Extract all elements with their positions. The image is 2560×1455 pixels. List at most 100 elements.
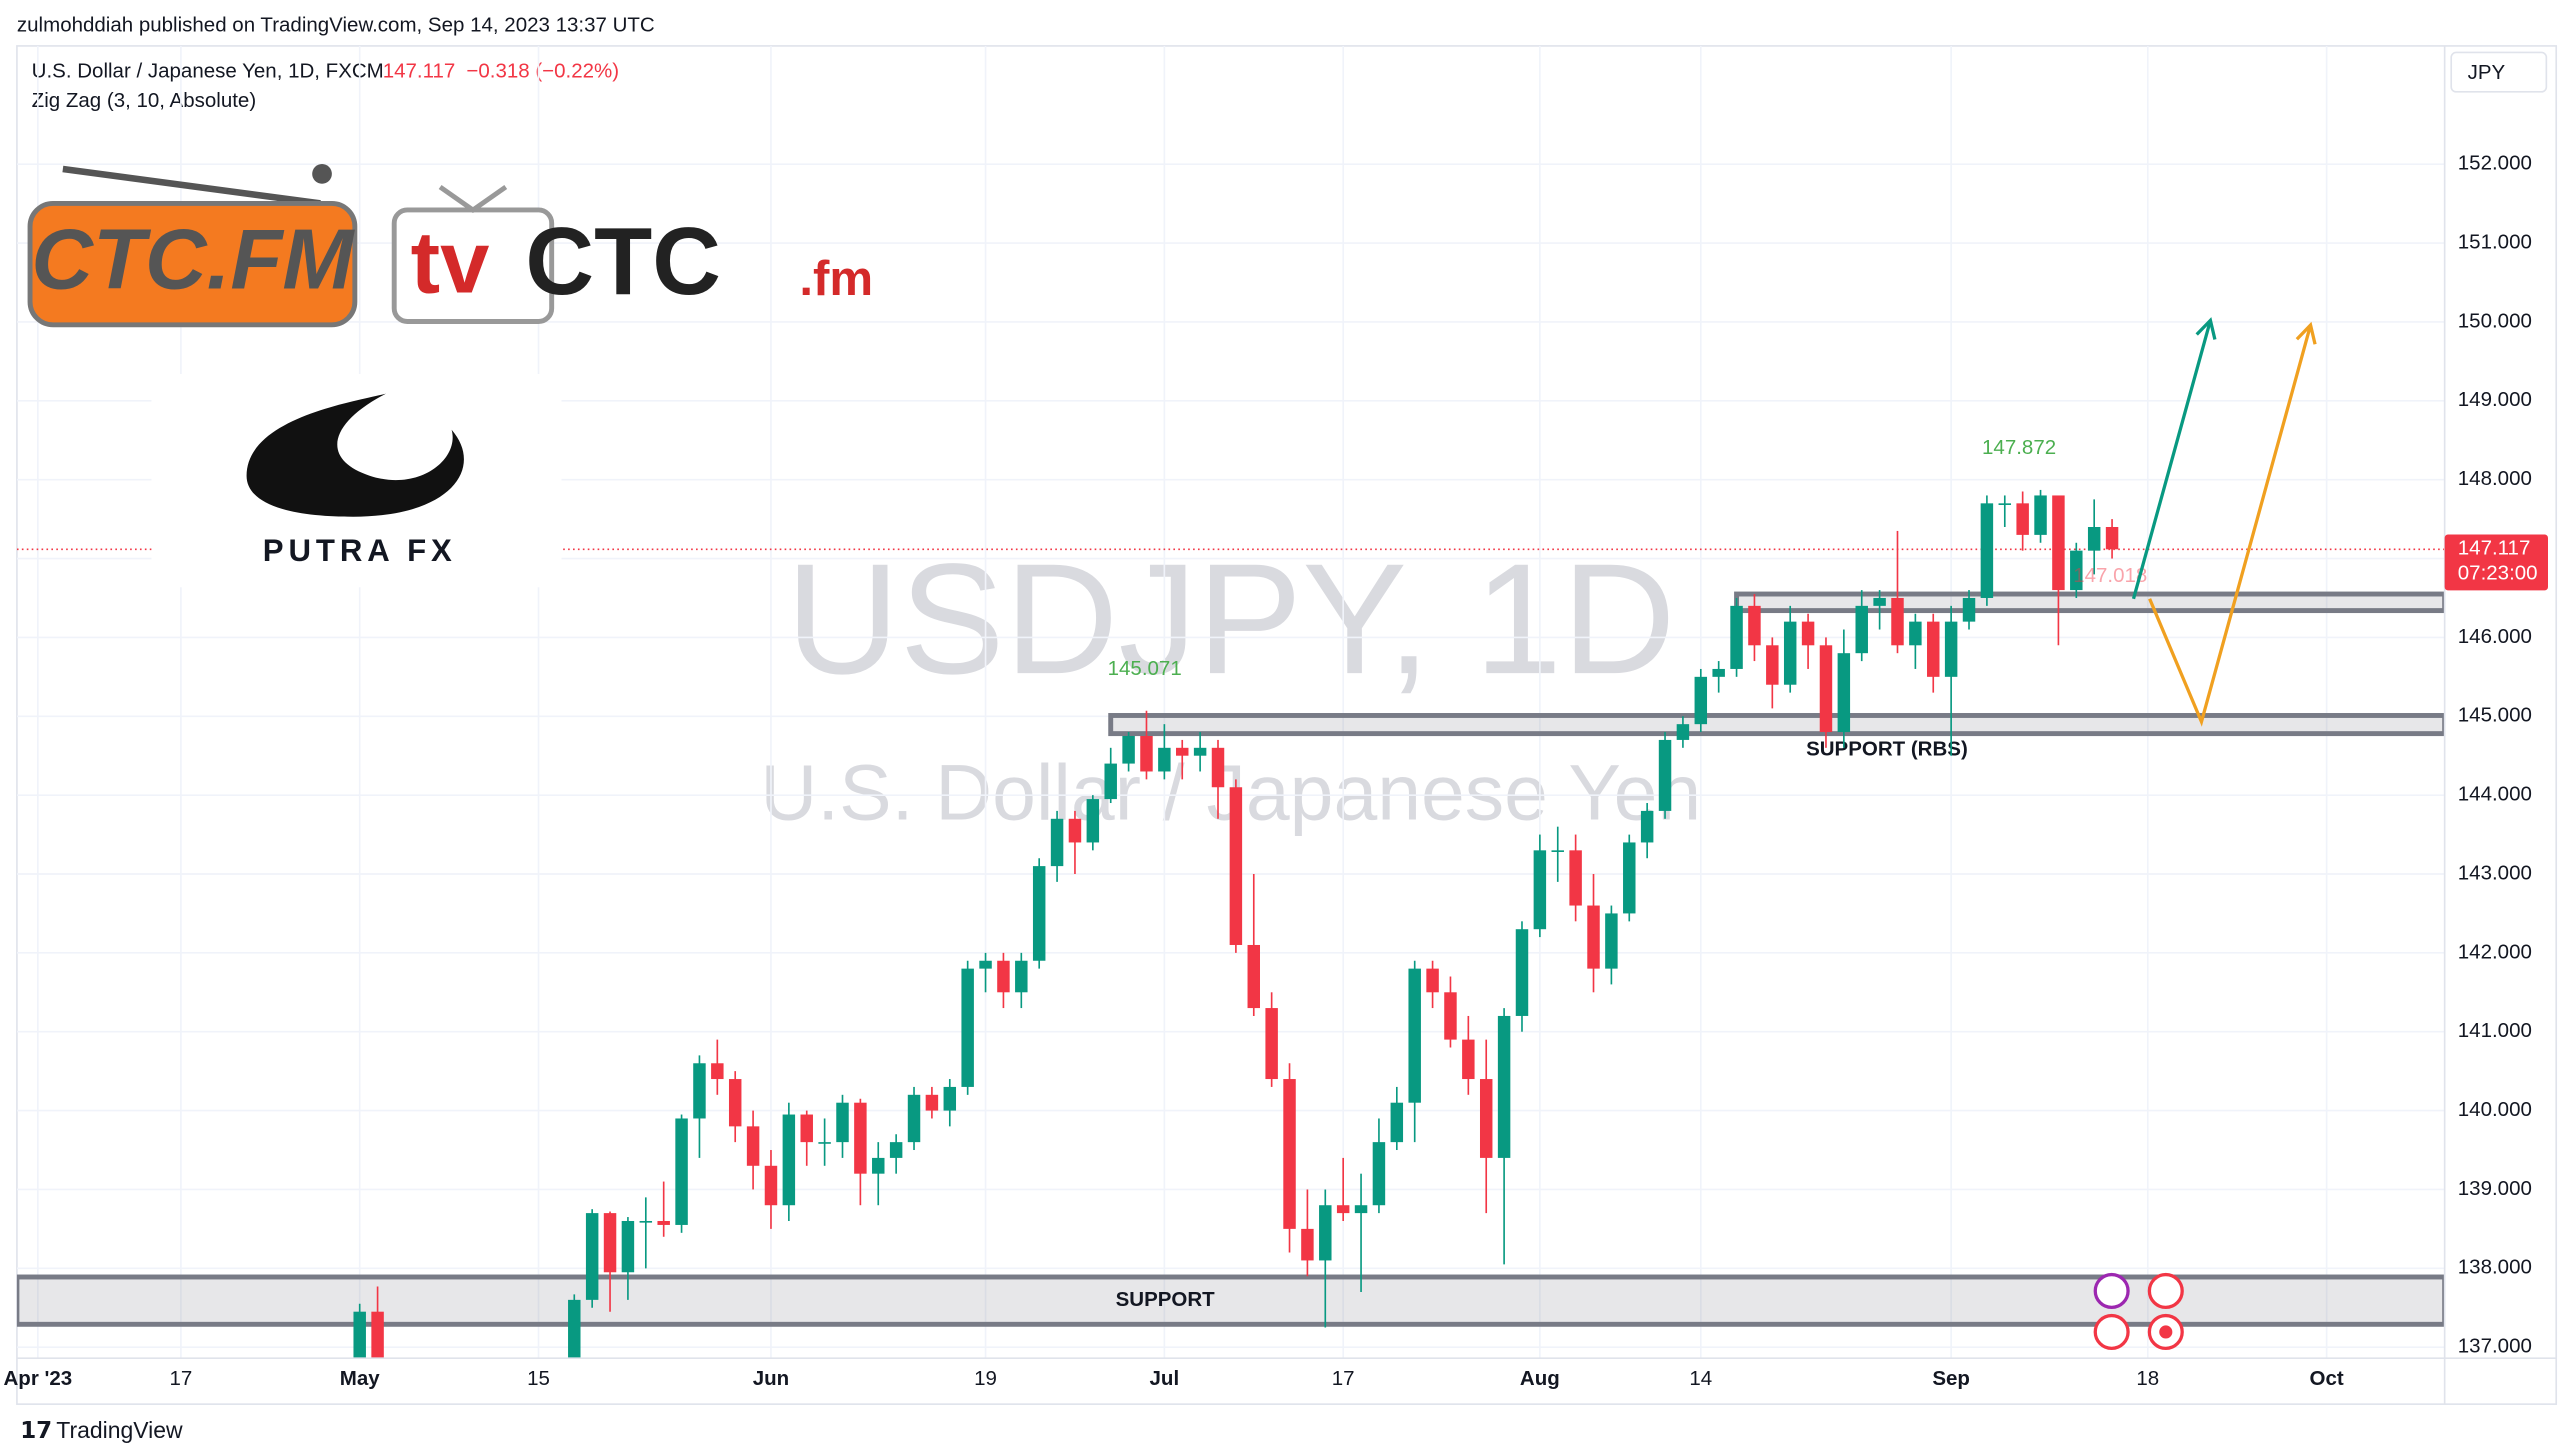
candle-body: [1658, 739, 1672, 811]
y-tick-label: 152.000: [2458, 152, 2532, 175]
candle-body: [854, 1102, 867, 1174]
y-tick-label: 143.000: [2458, 861, 2532, 884]
candle-body: [1068, 818, 1082, 843]
zigzag-label: 147.018: [2073, 564, 2147, 587]
candle-body: [1354, 1205, 1368, 1214]
arrow-head: [2195, 317, 2217, 340]
candle-body: [1909, 621, 1922, 646]
candle-body: [1301, 1228, 1314, 1261]
currency-button[interactable]: [2450, 51, 2548, 93]
candle-body: [1927, 621, 1940, 677]
candle-body: [1998, 503, 2012, 505]
footer: TradingView: [56, 1417, 183, 1443]
candle-body: [1605, 913, 1618, 969]
x-tick-label: Jun: [753, 1367, 789, 1390]
zone-label: SUPPORT (RBS): [1806, 737, 1968, 760]
candle-body: [1372, 1142, 1386, 1206]
candle-body: [1587, 905, 1600, 969]
x-tick-label: 17: [169, 1367, 192, 1390]
change: −0.318 (−0.22%): [466, 60, 619, 83]
zone: [16, 1274, 2445, 1327]
x-tick-label: Apr '23: [3, 1367, 72, 1390]
arrow: [2148, 324, 2313, 727]
x-tick-label: 15: [527, 1367, 550, 1390]
candle-body: [818, 1142, 831, 1144]
candle-body: [1229, 787, 1243, 945]
candle-body: [1247, 944, 1260, 1009]
x-tick-label: 14: [1689, 1367, 1712, 1390]
candle-body: [1104, 763, 1117, 800]
y-tick-label: 150.000: [2458, 309, 2532, 332]
candle-body: [1176, 747, 1189, 756]
candle-body: [1944, 621, 1958, 677]
candle-body: [1444, 992, 1457, 1040]
candle-body: [711, 1063, 724, 1080]
candle-body: [1551, 850, 1564, 852]
antenna: [62, 165, 321, 207]
zone-label: SUPPORT: [1116, 1288, 1216, 1311]
zone: [1108, 713, 2445, 737]
candle-body: [2087, 526, 2101, 551]
logo-box: [27, 200, 358, 328]
x-tick-label: Oct: [2310, 1367, 2344, 1390]
event-icon: [2093, 1313, 2130, 1351]
candle-body: [782, 1114, 796, 1206]
currency[interactable]: JPY: [2468, 61, 2506, 84]
x-tick-label: 18: [2136, 1367, 2159, 1390]
x-tick-label: May: [340, 1367, 380, 1390]
candle-body: [1515, 929, 1529, 1016]
candle-body: [1676, 724, 1690, 740]
logo-tv: tv: [411, 212, 490, 311]
candle-body: [1408, 968, 1421, 1103]
candle-body: [1748, 605, 1761, 646]
candle-body: [1801, 621, 1815, 646]
zigzag-label: 145.071: [1108, 657, 1182, 680]
candle-body: [800, 1114, 813, 1143]
candle-body: [943, 1086, 957, 1111]
arrow: [2131, 319, 2212, 600]
y-tick-label: 149.000: [2458, 388, 2532, 411]
legend: U.S. Dollar / Japanese Yen, 1D, FXCM 147…: [32, 60, 619, 113]
candle-body: [1891, 597, 1904, 646]
watermark: USDJPY, 1D: [786, 531, 1676, 707]
candle-body: [1283, 1079, 1296, 1229]
y-tick-label: 144.000: [2458, 783, 2532, 806]
candle-body: [2016, 503, 2029, 535]
event-icon-dot: [2159, 1325, 2173, 1339]
event-icons: [2093, 1272, 2184, 1351]
candle-body: [1766, 645, 1779, 685]
candle-body: [2070, 550, 2083, 591]
candle-body: [889, 1142, 903, 1158]
last-price: 147.117: [383, 60, 456, 83]
candle-body: [1855, 605, 1868, 654]
arrow-head: [2295, 321, 2317, 345]
y-tick-label: 139.000: [2458, 1177, 2532, 1200]
x-tick-label: 17: [1332, 1367, 1355, 1390]
price-tag: [2444, 534, 2548, 591]
candle-body: [1122, 735, 1135, 764]
candle-body: [728, 1079, 742, 1127]
candle-body: [1533, 850, 1547, 930]
candle-body: [371, 1311, 384, 1359]
candle-body: [639, 1220, 653, 1223]
publisher: zulmohddiah published on TradingView.com…: [17, 14, 655, 37]
y-tick-label: 151.000: [2458, 231, 2532, 254]
candle-body: [1819, 645, 1833, 733]
candle-body: [568, 1299, 581, 1359]
candle-body: [1497, 1015, 1511, 1158]
x-tick-label: Sep: [1932, 1367, 1970, 1390]
candle-body: [1980, 503, 1994, 598]
indicator: Zig Zag (3, 10, Absolute): [32, 89, 256, 112]
candle-body: [657, 1220, 670, 1225]
candle-body: [907, 1094, 921, 1143]
logo-ctcfm: CTC.FM: [31, 212, 355, 307]
event-icon: [2147, 1272, 2184, 1310]
candle-body: [1462, 1039, 1475, 1080]
candle-body: [675, 1118, 688, 1225]
plot: SUPPORT SUPPORT (RBS) 145.071 147.872 147.01…: [16, 45, 2445, 1359]
candle-body: [1050, 818, 1064, 867]
candle-body: [1426, 968, 1439, 993]
x-tick-label: Aug: [1520, 1367, 1560, 1390]
candle-body: [1015, 960, 1028, 993]
